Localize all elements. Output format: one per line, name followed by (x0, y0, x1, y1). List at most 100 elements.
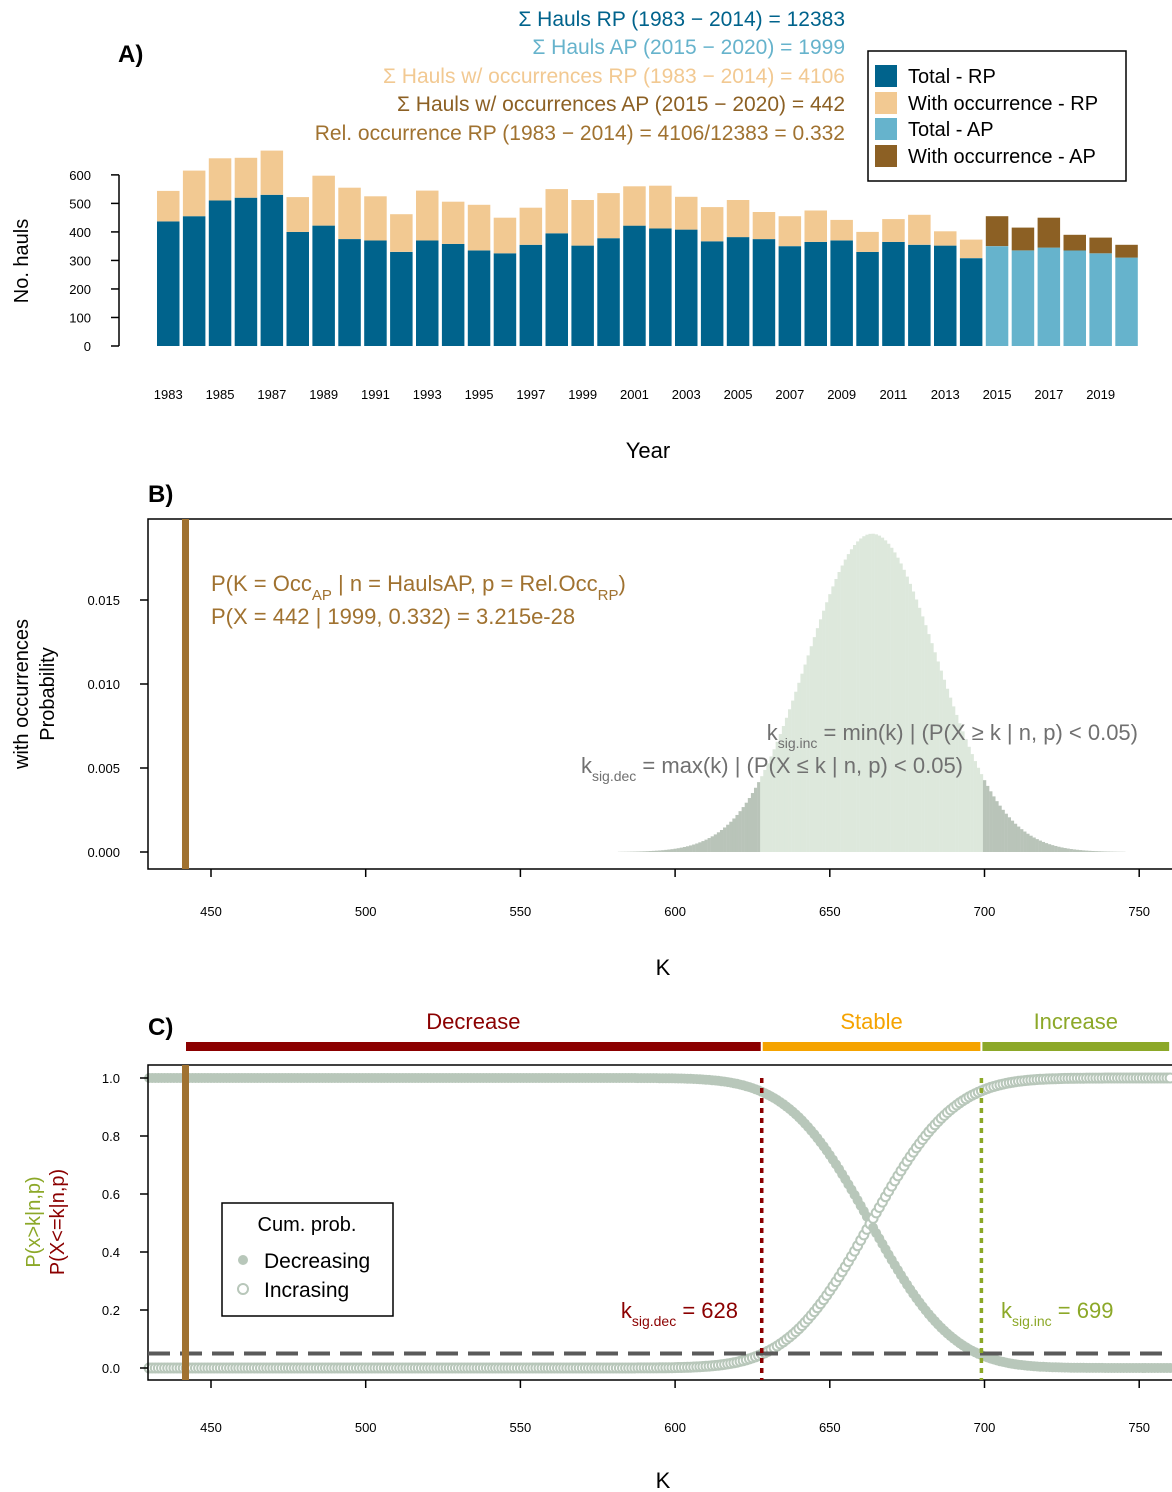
bar-segment (519, 244, 543, 346)
legend-decreasing-marker (238, 1255, 248, 1265)
probability-bar (1044, 843, 1049, 852)
panel-b-label: B) (148, 481, 173, 508)
bar-segment (1115, 244, 1138, 258)
probability-bar (890, 547, 894, 852)
probability-bar (973, 761, 977, 852)
bar-segment (752, 239, 776, 347)
bar-segment (312, 225, 335, 346)
bar-segment (752, 212, 776, 240)
increasing-point (1164, 1072, 1172, 1084)
probability-bar (729, 821, 733, 852)
x-tick-label: 1997 (516, 387, 545, 402)
y-tick-label: 0.4 (102, 1245, 120, 1260)
probability-bar (896, 557, 900, 852)
panel-c-legend: Cum. prob. Decreasing Incrasing (221, 1202, 394, 1317)
probability-bar (914, 599, 919, 852)
probability-bar (834, 578, 838, 852)
bar-segment (312, 175, 335, 226)
y-tick-label: 0 (84, 339, 91, 354)
zone-label: Decrease (426, 1009, 520, 1034)
probability-bar (661, 850, 665, 852)
bar-segment (208, 158, 232, 201)
bar-segment (571, 200, 594, 246)
probability-bar (883, 540, 888, 852)
legend-swatch (875, 92, 897, 114)
probability-bar (738, 811, 742, 852)
probability-bar (695, 843, 699, 852)
probability-bar (639, 851, 643, 852)
x-tick-label: 2013 (931, 387, 960, 402)
probability-bar (818, 619, 823, 852)
probability-bar (664, 849, 668, 852)
probability-bar (986, 785, 990, 852)
probability-bar (822, 610, 826, 852)
probability-bar (772, 749, 776, 852)
bar-segment (208, 200, 232, 346)
panel-b-axes: 450 500 550 600 650 700 750 0.000 0.005 0.010 0.01… (87, 593, 1150, 919)
probability-bar (979, 774, 984, 852)
probability-bar (992, 796, 996, 852)
probability-bar (673, 848, 677, 852)
probability-bar (1066, 848, 1070, 852)
x-tick-label: 1993 (413, 387, 442, 402)
probability-bar (803, 664, 807, 852)
probability-bar (831, 586, 835, 852)
probability-bar (753, 787, 758, 852)
bar-segment (959, 258, 983, 346)
y-tick-label: 0.8 (102, 1129, 120, 1144)
probability-bar (1094, 851, 1098, 852)
k-sig-inc-label: ksig.inc = 699 (1001, 1298, 1113, 1329)
bar-segment (597, 193, 620, 239)
x-tick-label: 450 (200, 904, 222, 919)
probability-bar (1088, 850, 1092, 852)
summary-annotation: Σ Hauls AP (2015 − 2020) = 1999 (532, 36, 845, 59)
bar-segment (545, 233, 568, 346)
bar-segment (908, 244, 931, 346)
probability-bar (964, 739, 968, 852)
probability-bar (893, 552, 897, 852)
probability-bar (930, 643, 934, 852)
bar-segment (390, 214, 413, 252)
bar-segment (467, 204, 491, 251)
panel-a-legend: Total - RP With occurrence - RP Total - AP… (867, 50, 1127, 182)
summary-annotation: Σ Hauls w/ occurrences RP (1983 − 2014) … (383, 65, 845, 88)
x-tick-label: 1995 (465, 387, 494, 402)
zone-bar (186, 1042, 761, 1051)
x-tick-label: 1991 (361, 387, 390, 402)
bar-segment (493, 217, 517, 254)
x-tick-label: 1989 (309, 387, 338, 402)
probability-bar (1091, 850, 1095, 852)
probability-bar (1100, 851, 1104, 852)
x-tick-label: 2009 (827, 387, 856, 402)
panel-c-ylabel-2: P(X<=k|n,p) (47, 1169, 69, 1275)
panel-a-axes: 0 100 200 300 400 500 600 1983 1985 1987 1989 1991 1… (69, 168, 1115, 402)
bar-segment (804, 210, 827, 242)
probability-bar (1004, 813, 1008, 852)
y-tick-label: 0.010 (87, 677, 120, 692)
probability-bar (636, 851, 640, 852)
probability-bar (837, 572, 841, 852)
probability-bar (1085, 850, 1089, 852)
panel-a-bars (157, 150, 1138, 347)
probability-bar (1023, 831, 1027, 852)
panel-c-frame (147, 1064, 1172, 1381)
probability-bar (797, 682, 801, 852)
probability-bar (744, 802, 749, 852)
panel-b-ylabel-2: Probability (37, 647, 59, 740)
bar-segment (726, 200, 750, 238)
bar-segment (1089, 253, 1112, 346)
legend-decreasing-label: Decreasing (264, 1250, 370, 1273)
bar-segment (675, 196, 698, 230)
probability-bar (1054, 845, 1058, 852)
probability-bar (692, 844, 696, 852)
y-tick-label: 0.005 (87, 761, 120, 776)
probability-bar (868, 533, 872, 852)
probability-bar (856, 541, 860, 852)
panel-c: C) Decrease Stable Increase 450 500 550 600 65… (23, 1009, 1172, 1492)
bar-segment (830, 240, 853, 346)
bar-segment (934, 245, 957, 346)
probability-bar (788, 709, 792, 852)
probability-bar (716, 832, 721, 852)
probability-bar (1013, 823, 1018, 852)
bar-segment (467, 250, 491, 346)
